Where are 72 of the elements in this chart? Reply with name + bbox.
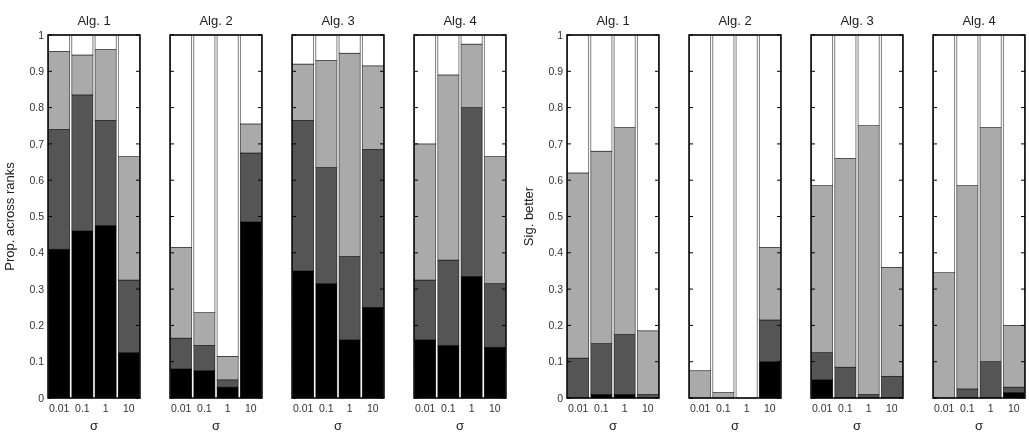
x-tick-label: 0.1 xyxy=(594,402,609,414)
x-tick-label: 1 xyxy=(224,402,231,414)
x-tick-label: 0.1 xyxy=(319,402,334,414)
y-tick-label: 0.1 xyxy=(29,355,45,368)
x-axis-title: σ xyxy=(608,418,618,433)
x-tick-label: 10 xyxy=(641,402,654,414)
y-tick-label: 0.5 xyxy=(29,210,45,223)
x-tick-label: 0.01 xyxy=(568,402,589,414)
x-axis-title: σ xyxy=(852,418,862,433)
x-tick-label: 10 xyxy=(244,402,257,414)
y-tick-label: 0.2 xyxy=(29,319,45,332)
x-tick-label: 1 xyxy=(102,402,109,414)
y-tick-label: 0.9 xyxy=(29,64,45,77)
x-tick-label: 10 xyxy=(122,402,135,414)
x-tick-label: 0.1 xyxy=(441,402,456,414)
chart-title: Alg. 1 xyxy=(596,13,630,28)
x-tick-label: 0.1 xyxy=(197,402,212,414)
x-tick-label: 0.01 xyxy=(812,402,833,414)
chart-title: Alg. 2 xyxy=(718,13,752,28)
y-tick-label: 0.7 xyxy=(548,137,564,150)
y-tick-label: 0.7 xyxy=(29,137,45,150)
x-tick-label: 0.1 xyxy=(716,402,731,414)
y-tick-label: 0.2 xyxy=(548,319,564,332)
chart-title: Alg. 3 xyxy=(840,13,874,28)
chart-title: Alg. 4 xyxy=(443,13,477,28)
y-axis-title: Prop. across ranks xyxy=(2,161,17,271)
x-axis-title: σ xyxy=(974,418,984,433)
x-tick-label: 1 xyxy=(987,402,994,414)
y-tick-label: 0.3 xyxy=(29,282,45,295)
y-tick-label: 0.8 xyxy=(548,101,564,114)
x-axis-title: σ xyxy=(211,418,221,433)
x-tick-label: 10 xyxy=(885,402,898,414)
chart-title: Alg. 3 xyxy=(321,13,355,28)
x-tick-label: 10 xyxy=(1007,402,1020,414)
y-tick-label: 0.3 xyxy=(548,282,564,295)
x-tick-label: 0.01 xyxy=(49,402,70,414)
x-tick-label: 10 xyxy=(366,402,379,414)
y-tick-label: 0.9 xyxy=(548,64,564,77)
x-tick-label: 1 xyxy=(865,402,872,414)
x-tick-label: 10 xyxy=(488,402,501,414)
y-tick-label: 0.1 xyxy=(548,355,564,368)
x-tick-label: 1 xyxy=(621,402,628,414)
chart-title: Alg. 2 xyxy=(199,13,233,28)
x-tick-label: 0.1 xyxy=(960,402,975,414)
y-axis-title: Sig. better xyxy=(521,186,536,247)
chart-title: Alg. 4 xyxy=(962,13,996,28)
x-tick-label: 1 xyxy=(346,402,353,414)
y-tick-label: 0 xyxy=(38,391,45,404)
y-tick-label: 0.4 xyxy=(548,246,564,259)
x-tick-label: 0.01 xyxy=(171,402,192,414)
x-axis-title: σ xyxy=(455,418,465,433)
x-tick-label: 10 xyxy=(763,402,776,414)
y-tick-label: 0 xyxy=(557,391,564,404)
x-axis-title: σ xyxy=(333,418,343,433)
x-axis-title: σ xyxy=(730,418,740,433)
y-tick-label: 0.6 xyxy=(29,173,45,186)
y-tick-label: 0.5 xyxy=(548,210,564,223)
x-tick-label: 0.1 xyxy=(838,402,853,414)
y-tick-label: 1 xyxy=(38,28,45,41)
y-tick-label: 0.4 xyxy=(29,246,45,259)
y-tick-label: 0.8 xyxy=(29,101,45,114)
chart-title: Alg. 1 xyxy=(77,13,111,28)
x-tick-label: 0.01 xyxy=(415,402,436,414)
x-axis-title: σ xyxy=(89,418,99,433)
y-tick-label: 0.6 xyxy=(548,173,564,186)
x-tick-label: 0.1 xyxy=(75,402,90,414)
x-tick-label: 0.01 xyxy=(293,402,314,414)
x-tick-label: 0.01 xyxy=(690,402,711,414)
x-tick-label: 0.01 xyxy=(934,402,955,414)
x-tick-label: 1 xyxy=(468,402,475,414)
y-tick-label: 1 xyxy=(557,28,564,41)
x-tick-label: 1 xyxy=(743,402,750,414)
